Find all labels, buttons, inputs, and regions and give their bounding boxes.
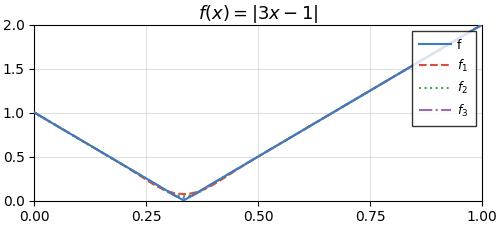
$f_3$ (389, 76, 395, 79)
f (381, 81, 387, 84)
$f_1$ (213, 182, 219, 185)
$f_1$ (229, 171, 235, 174)
$f_3$ (180, 197, 186, 199)
$f_1$ (32, 111, 38, 114)
Line: f: f (34, 25, 482, 200)
$f_1$ (389, 76, 395, 79)
$f_2$ (213, 181, 219, 183)
$f_2$ (229, 171, 235, 173)
f (180, 199, 186, 202)
$f_2$ (381, 81, 387, 84)
$f_1$ (479, 23, 485, 26)
$f_1$ (77, 138, 83, 141)
Line: $f_2$: $f_2$ (34, 25, 482, 196)
$f_3$ (479, 23, 485, 26)
f (77, 138, 83, 141)
$f_2$ (339, 106, 345, 109)
$f_1$ (381, 81, 387, 84)
$f_3$ (229, 171, 235, 173)
Title: $f(x) = |3x - 1|$: $f(x) = |3x - 1|$ (198, 3, 318, 25)
$f_2$ (77, 138, 83, 141)
f (389, 76, 395, 79)
f (479, 23, 485, 26)
$f_2$ (389, 76, 395, 79)
Line: $f_1$: $f_1$ (34, 25, 482, 194)
Line: $f_3$: $f_3$ (34, 25, 482, 198)
Legend: f, $f_1$, $f_2$, $f_3$: f, $f_1$, $f_2$, $f_3$ (412, 31, 476, 126)
$f_1$ (339, 106, 345, 109)
$f_2$ (479, 23, 485, 26)
f (213, 180, 219, 183)
$f_3$ (381, 81, 387, 84)
$f_3$ (77, 138, 83, 141)
$f_3$ (339, 106, 345, 109)
$f_3$ (32, 111, 38, 114)
$f_3$ (213, 180, 219, 183)
$f_2$ (180, 195, 186, 197)
$f_1$ (180, 193, 186, 195)
f (339, 106, 345, 109)
f (229, 171, 235, 173)
$f_2$ (32, 111, 38, 114)
f (32, 111, 38, 114)
